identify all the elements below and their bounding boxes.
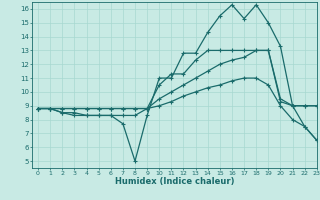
X-axis label: Humidex (Indice chaleur): Humidex (Indice chaleur) xyxy=(115,177,234,186)
